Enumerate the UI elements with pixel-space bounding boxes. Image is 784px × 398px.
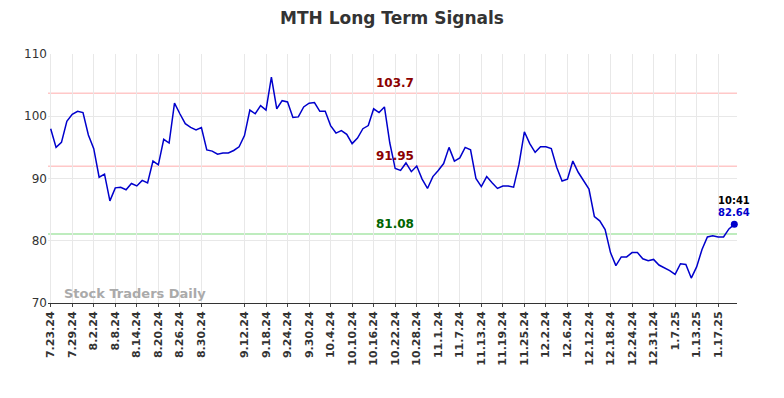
svg-text:10.28.24: 10.28.24: [410, 311, 423, 366]
svg-text:12.18.24: 12.18.24: [604, 311, 617, 366]
svg-text:MTH Long Term Signals: MTH Long Term Signals: [280, 8, 504, 28]
svg-text:12.24.24: 12.24.24: [626, 311, 639, 366]
svg-text:10.10.24: 10.10.24: [346, 311, 359, 366]
svg-text:1.17.25: 1.17.25: [712, 311, 725, 358]
svg-text:9.24.24: 9.24.24: [281, 311, 294, 358]
svg-text:103.7: 103.7: [376, 76, 414, 90]
svg-text:11.25.24: 11.25.24: [518, 311, 531, 366]
svg-text:8.2.24: 8.2.24: [87, 311, 100, 350]
svg-text:12.2.24: 12.2.24: [539, 311, 552, 358]
svg-text:12.31.24: 12.31.24: [647, 311, 660, 366]
svg-text:10.4.24: 10.4.24: [324, 311, 337, 358]
svg-text:9.18.24: 9.18.24: [260, 311, 273, 358]
svg-text:11.1.24: 11.1.24: [432, 311, 445, 358]
svg-text:Stock Traders Daily: Stock Traders Daily: [64, 286, 206, 301]
svg-text:7.29.24: 7.29.24: [66, 311, 79, 358]
svg-text:11.19.24: 11.19.24: [496, 311, 509, 366]
svg-text:12.12.24: 12.12.24: [583, 311, 596, 366]
svg-text:10.22.24: 10.22.24: [389, 311, 402, 366]
svg-text:91.95: 91.95: [376, 149, 414, 163]
svg-text:9.30.24: 9.30.24: [303, 311, 316, 358]
svg-text:8.20.24: 8.20.24: [152, 311, 165, 358]
svg-text:10:41: 10:41: [718, 195, 750, 206]
svg-text:11.13.24: 11.13.24: [475, 311, 488, 366]
svg-text:100: 100: [24, 109, 47, 123]
svg-text:90: 90: [32, 172, 47, 186]
svg-text:7.23.24: 7.23.24: [44, 311, 57, 358]
svg-text:8.30.24: 8.30.24: [195, 311, 208, 358]
svg-text:70: 70: [32, 296, 47, 310]
svg-text:8.14.24: 8.14.24: [130, 311, 143, 358]
svg-text:9.12.24: 9.12.24: [238, 311, 251, 358]
svg-text:81.08: 81.08: [376, 217, 414, 231]
svg-text:8.8.24: 8.8.24: [109, 311, 122, 350]
svg-text:1.13.25: 1.13.25: [690, 311, 703, 358]
svg-text:10.16.24: 10.16.24: [367, 311, 380, 366]
svg-text:110: 110: [24, 47, 47, 61]
svg-text:80: 80: [32, 234, 47, 248]
svg-text:1.7.25: 1.7.25: [669, 311, 682, 350]
svg-text:8.26.24: 8.26.24: [173, 311, 186, 358]
svg-text:82.64: 82.64: [718, 207, 750, 218]
svg-text:11.7.24: 11.7.24: [453, 311, 466, 358]
svg-text:12.6.24: 12.6.24: [561, 311, 574, 358]
